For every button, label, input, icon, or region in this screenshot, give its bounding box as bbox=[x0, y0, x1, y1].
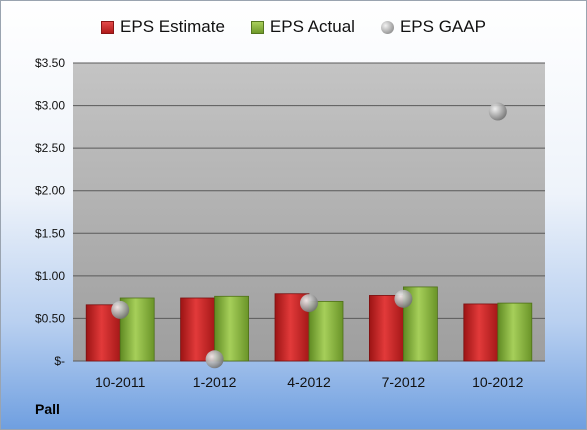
legend-label-gaap: EPS GAAP bbox=[399, 17, 486, 36]
company-label: Pall bbox=[35, 401, 60, 417]
gaap-point bbox=[205, 350, 224, 369]
y-tick-label: $2.50 bbox=[35, 141, 65, 155]
estimate-bar bbox=[180, 297, 216, 362]
actual-bar bbox=[214, 295, 250, 362]
gaap-point bbox=[300, 294, 318, 313]
legend: EPS Estimate EPS Actual EPS GAAP bbox=[1, 17, 586, 37]
x-tick-label: 1-2012 bbox=[193, 374, 237, 390]
legend-label-actual: EPS Actual bbox=[269, 17, 355, 36]
gaap-marker-icon bbox=[380, 20, 394, 34]
actual-bar bbox=[308, 300, 344, 362]
estimate-swatch-icon bbox=[101, 20, 115, 34]
y-tick-label: $- bbox=[54, 354, 65, 368]
legend-item-estimate: EPS Estimate bbox=[101, 17, 225, 37]
y-tick-label: $2.00 bbox=[35, 184, 65, 198]
legend-item-gaap: EPS GAAP bbox=[380, 17, 486, 37]
legend-label-estimate: EPS Estimate bbox=[120, 17, 225, 36]
y-tick-label: $0.50 bbox=[35, 311, 65, 325]
estimate-bar bbox=[463, 303, 499, 362]
y-tick-label: $3.00 bbox=[35, 99, 65, 113]
y-tick-label: $3.50 bbox=[35, 56, 65, 70]
actual-swatch-icon bbox=[250, 20, 264, 34]
x-tick-label: 10-2012 bbox=[472, 374, 524, 390]
x-tick-label: 4-2012 bbox=[287, 374, 331, 390]
gaap-point bbox=[111, 300, 130, 319]
x-tick-label: 7-2012 bbox=[382, 374, 426, 390]
y-tick-label: $1.50 bbox=[35, 226, 65, 240]
legend-item-actual: EPS Actual bbox=[250, 17, 355, 37]
y-tick-label: $1.00 bbox=[35, 269, 65, 283]
x-tick-label: 10-2011 bbox=[95, 374, 146, 390]
estimate-bar bbox=[368, 295, 404, 362]
gaap-point bbox=[488, 102, 507, 121]
actual-bar bbox=[497, 302, 533, 362]
gaap-point bbox=[394, 289, 413, 308]
